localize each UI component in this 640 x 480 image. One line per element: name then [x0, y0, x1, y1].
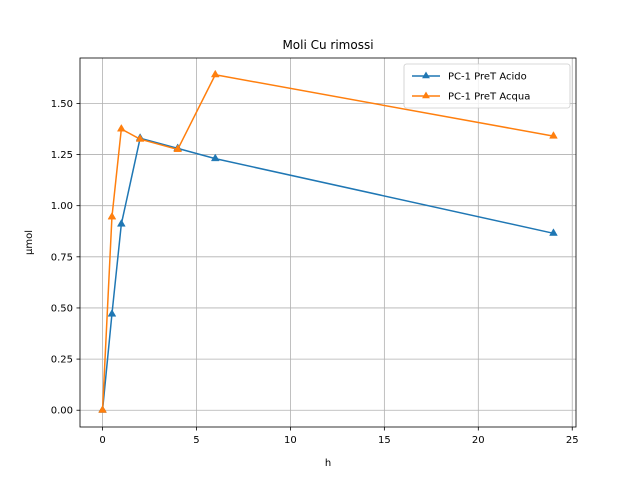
x-tick-label: 10 [284, 435, 297, 446]
data-point-marker [107, 211, 117, 220]
data-point-marker [107, 309, 117, 317]
series-1 [98, 69, 558, 413]
legend-swatch-marker [422, 71, 430, 79]
grid-lines [80, 58, 576, 427]
y-tick-label: 1.00 [51, 201, 73, 212]
y-tick-label: 0.00 [51, 406, 73, 417]
series-0 [98, 133, 558, 413]
y-axis-ticks: 0.00 0.25 0.50 0.75 1.00 1.25 1.50 [51, 99, 80, 417]
y-tick-label: 0.25 [51, 355, 73, 366]
y-tick-label: 1.25 [51, 150, 73, 161]
y-tick-label: 1.50 [51, 99, 73, 110]
legend-label: PC-1 PreT Acido [448, 72, 527, 83]
legend-swatch-marker [422, 91, 430, 99]
series-line [101, 137, 554, 411]
x-tick-label: 25 [566, 435, 579, 446]
legend: PC-1 PreT Acido PC-1 PreT Acqua [403, 63, 571, 109]
data-point-marker [135, 134, 145, 142]
y-tick-label: 0.75 [51, 252, 73, 263]
y-axis-label: µmol [24, 230, 35, 255]
chart-title: Moli Cu rimossi [282, 38, 373, 52]
legend-box [403, 63, 571, 109]
x-tick-label: 0 [99, 435, 105, 446]
data-point-marker [173, 144, 183, 152]
x-tick-label: 15 [378, 435, 391, 446]
data-point-marker [549, 131, 558, 139]
x-tick-label: 20 [472, 435, 485, 446]
y-tick-label: 0.50 [51, 303, 73, 314]
x-axis-label: h [325, 458, 331, 469]
data-point-marker [98, 405, 107, 413]
data-point-marker [116, 219, 126, 227]
series-line [101, 74, 554, 411]
data-point-marker [549, 228, 558, 236]
legend-label: PC-1 PreT Acqua [448, 92, 530, 103]
data-point-marker [210, 153, 220, 162]
series-layer [98, 69, 558, 413]
x-axis-ticks: 0 5 10 15 20 25 [99, 427, 579, 446]
x-tick-label: 5 [193, 435, 199, 446]
data-point-marker [210, 69, 220, 78]
data-point-marker [116, 123, 126, 132]
plot-frame [79, 57, 577, 428]
